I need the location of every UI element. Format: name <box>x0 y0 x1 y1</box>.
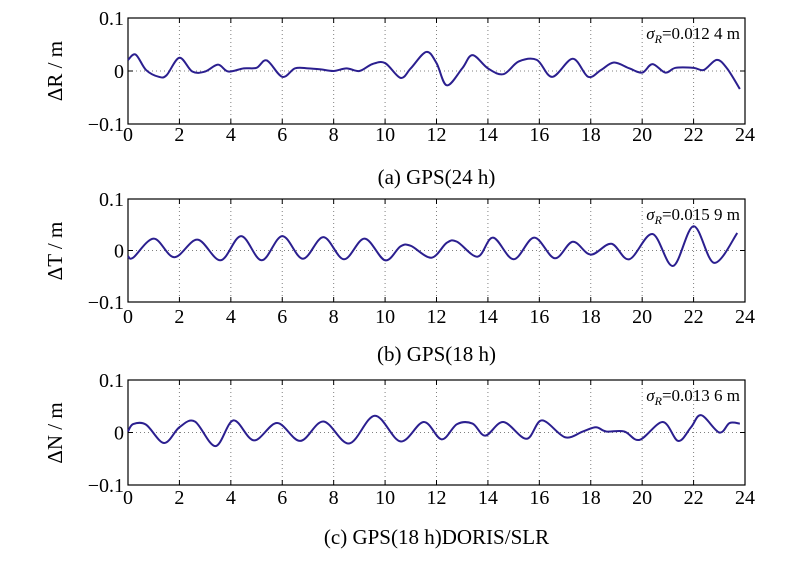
y-tick-label: −0.1 <box>88 114 124 136</box>
series-line <box>127 414 740 448</box>
x-tick-label: 24 <box>735 306 755 328</box>
sigma-symbol: σ <box>646 205 655 224</box>
x-tick-label: 6 <box>277 306 287 328</box>
x-tick-label: 4 <box>226 306 236 328</box>
y-tick-label: 0 <box>114 241 124 263</box>
sigma-annotation: σR=0.013 6 m <box>646 386 740 408</box>
x-tick-label: 4 <box>226 124 236 146</box>
x-tick-label: 8 <box>329 306 339 328</box>
x-tick-label: 18 <box>581 124 601 146</box>
panel-1: 0 2 4 6 8 10 12 14 16 18 20 22 240.10−0.1σR=0.015 9 … <box>43 189 755 366</box>
x-tick-label: 16 <box>529 487 549 509</box>
sigma-annotation: σR=0.012 4 m <box>646 24 740 46</box>
x-tick-label: 2 <box>174 487 184 509</box>
x-tick-label: 20 <box>632 124 652 146</box>
x-tick-label: 12 <box>427 124 447 146</box>
y-tick-label: 0 <box>114 423 124 445</box>
x-tick-label: 8 <box>329 124 339 146</box>
y-tick-label: −0.1 <box>88 292 124 314</box>
x-tick-label: 16 <box>529 306 549 328</box>
y-tick-label: 0.1 <box>99 8 124 30</box>
y-axis-label: ΔN / m <box>43 402 67 463</box>
x-tick-label: 24 <box>735 487 755 509</box>
x-tick-label: 14 <box>478 124 498 146</box>
panel-0: 0 2 4 6 8 10 12 14 16 18 20 22 240.10−0.1σR=0.012 4 … <box>43 8 755 189</box>
x-tick-label: 2 <box>174 306 184 328</box>
x-tick-label: 10 <box>375 124 395 146</box>
x-tick-label: 22 <box>684 487 704 509</box>
y-tick-label: 0.1 <box>99 370 124 392</box>
x-tick-label: 18 <box>581 487 601 509</box>
x-tick-label: 2 <box>174 124 184 146</box>
x-tick-label: 12 <box>427 306 447 328</box>
x-tick-label: 18 <box>581 306 601 328</box>
x-tick-label: 24 <box>735 124 755 146</box>
sigma-annotation: σR=0.015 9 m <box>646 205 740 227</box>
x-tick-label: 10 <box>375 487 395 509</box>
sigma-value: =0.015 9 m <box>662 205 740 224</box>
sigma-value: =0.013 6 m <box>662 386 740 405</box>
x-tick-label: 6 <box>277 124 287 146</box>
x-tick-label: 0 <box>123 487 133 509</box>
panel-caption: (a) GPS(24 h) <box>378 165 496 189</box>
sigma-subscript: R <box>654 213 663 227</box>
x-tick-label: 0 <box>123 306 133 328</box>
x-tick-label: 20 <box>632 487 652 509</box>
x-tick-label: 20 <box>632 306 652 328</box>
sigma-value: =0.012 4 m <box>662 24 740 43</box>
y-tick-label: 0.1 <box>99 189 124 211</box>
x-tick-label: 8 <box>329 487 339 509</box>
sigma-symbol: σ <box>646 386 655 405</box>
x-tick-label: 22 <box>684 124 704 146</box>
y-axis-label: ΔR / m <box>43 41 67 101</box>
x-tick-label: 14 <box>478 487 498 509</box>
sigma-subscript: R <box>654 394 663 408</box>
x-tick-label: 16 <box>529 124 549 146</box>
panel-2: 0 2 4 6 8 10 12 14 16 18 20 22 240.10−0.1σR=0.013 6 … <box>43 370 755 549</box>
panel-caption: (c) GPS(18 h)DORIS/SLR <box>324 525 549 549</box>
panel-caption: (b) GPS(18 h) <box>377 342 496 366</box>
x-tick-label: 0 <box>123 124 133 146</box>
x-tick-label: 12 <box>427 487 447 509</box>
axes-box <box>127 198 746 303</box>
axes-box <box>127 17 746 125</box>
y-tick-label: −0.1 <box>88 475 124 497</box>
y-axis-label: ΔT / m <box>43 222 67 281</box>
sigma-symbol: σ <box>646 24 655 43</box>
axes-box <box>127 379 746 486</box>
x-tick-label: 6 <box>277 487 287 509</box>
series-line <box>127 225 739 267</box>
x-tick-label: 10 <box>375 306 395 328</box>
x-tick-label: 4 <box>226 487 236 509</box>
series-line <box>127 50 741 90</box>
x-tick-label: 22 <box>684 306 704 328</box>
sigma-subscript: R <box>654 32 663 46</box>
y-tick-label: 0 <box>114 61 124 83</box>
x-tick-label: 14 <box>478 306 498 328</box>
